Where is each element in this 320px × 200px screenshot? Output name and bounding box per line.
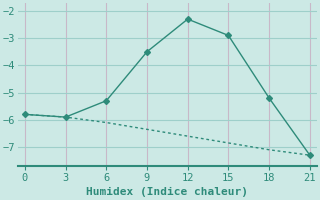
X-axis label: Humidex (Indice chaleur): Humidex (Indice chaleur) bbox=[86, 187, 248, 197]
